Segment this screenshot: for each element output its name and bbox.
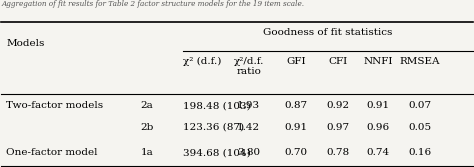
Text: 2b: 2b (140, 123, 154, 132)
Text: 0.74: 0.74 (367, 148, 390, 157)
Text: 394.68 (104): 394.68 (104) (183, 148, 251, 157)
Text: GFI: GFI (286, 57, 306, 66)
Text: Two-factor models: Two-factor models (6, 101, 103, 110)
Text: 198.48 (103): 198.48 (103) (183, 101, 251, 110)
Text: 1a: 1a (140, 148, 153, 157)
Text: Goodness of fit statistics: Goodness of fit statistics (263, 28, 392, 37)
Text: Aggregation of fit results for Table 2 factor structure models for the 19 item s: Aggregation of fit results for Table 2 f… (1, 0, 304, 8)
Text: NNFI: NNFI (364, 57, 393, 66)
Text: 0.07: 0.07 (408, 101, 431, 110)
Text: CFI: CFI (328, 57, 348, 66)
Text: 1.93: 1.93 (237, 101, 260, 110)
Text: 123.36 (87): 123.36 (87) (183, 123, 244, 132)
Text: 0.96: 0.96 (367, 123, 390, 132)
Text: 0.16: 0.16 (408, 148, 431, 157)
Text: χ²/d.f.
ratio: χ²/d.f. ratio (234, 57, 264, 76)
Text: Models: Models (6, 39, 45, 48)
Text: 0.78: 0.78 (327, 148, 350, 157)
Text: 0.97: 0.97 (327, 123, 350, 132)
Text: 0.70: 0.70 (284, 148, 308, 157)
Text: 0.91: 0.91 (284, 123, 308, 132)
Text: 0.05: 0.05 (408, 123, 431, 132)
Text: 0.92: 0.92 (327, 101, 350, 110)
Text: RMSEA: RMSEA (400, 57, 440, 66)
Text: 0.87: 0.87 (284, 101, 308, 110)
Text: One-factor model: One-factor model (6, 148, 98, 157)
Text: 1.42: 1.42 (237, 123, 260, 132)
Text: 3.80: 3.80 (237, 148, 260, 157)
Text: 2a: 2a (140, 101, 153, 110)
Text: χ² (d.f.): χ² (d.f.) (183, 57, 221, 66)
Text: 0.91: 0.91 (367, 101, 390, 110)
